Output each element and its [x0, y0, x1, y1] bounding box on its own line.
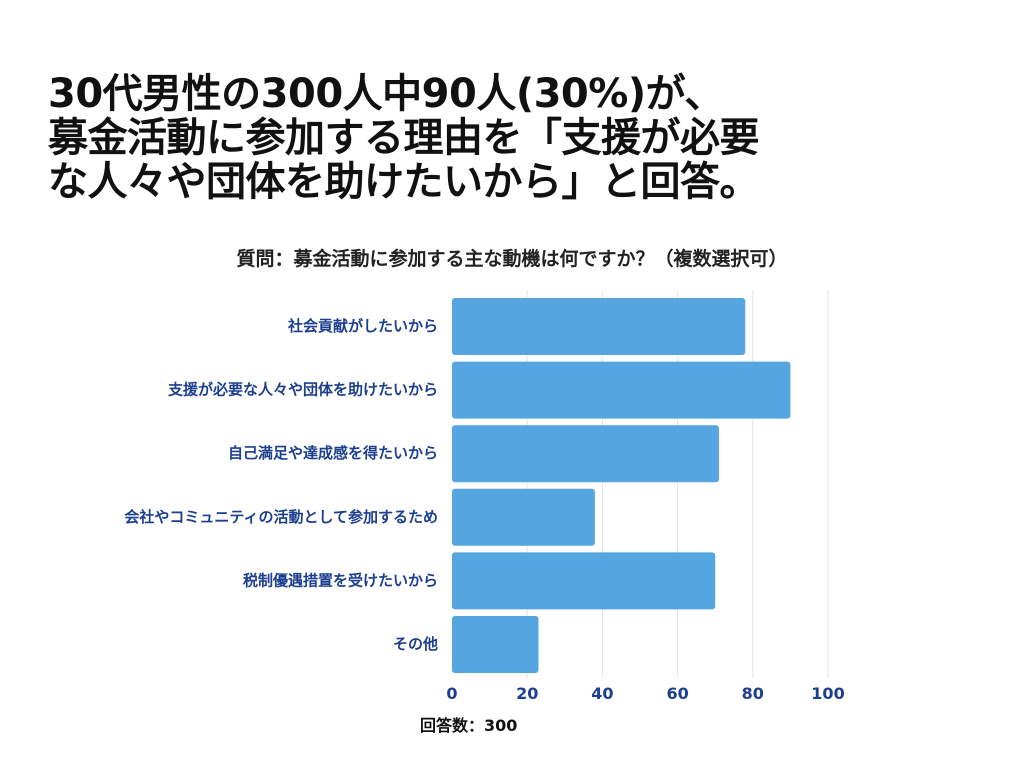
category-label: 自己満足や達成感を得たいから: [228, 444, 438, 462]
bar: [452, 425, 719, 483]
headline-line-1: 30代男性の300人中90人(30%)が、: [48, 71, 724, 117]
category-labels: 社会貢献がしたいから支援が必要な人々や団体を助けたいから自己満足や達成感を得たい…: [124, 317, 438, 653]
category-label: 会社やコミュニティの活動として参加するため: [124, 508, 438, 526]
category-label: 社会貢献がしたいから: [287, 317, 438, 335]
respondent-count: 回答数：300: [420, 716, 518, 735]
x-tick-label: 60: [666, 684, 688, 703]
x-tick-label: 80: [742, 684, 764, 703]
bar: [452, 552, 716, 610]
headline-line-3: な人々や団体を助けたいから」と回答。: [48, 159, 760, 205]
headline-line-2: 募金活動に参加する理由を「支援が必要: [48, 115, 760, 161]
bar: [452, 298, 746, 355]
category-label: 支援が必要な人々や団体を助けたいから: [167, 381, 438, 399]
x-tick-label: 40: [591, 684, 613, 703]
x-tick-label: 100: [811, 684, 844, 703]
x-axis-tick-labels: 0 20 40 60 80 100: [446, 684, 844, 703]
category-label: その他: [393, 635, 438, 653]
bar: [452, 361, 791, 419]
category-label: 税制優遇措置を受けたいから: [243, 571, 438, 589]
x-tick-label: 20: [516, 684, 538, 703]
bars: [452, 298, 791, 673]
headline: 30代男性の300人中90人(30%)が、 募金活動に参加する理由を「支援が必要…: [48, 72, 1008, 204]
x-tick-label: 0: [446, 684, 457, 703]
chart-title: 質問：募金活動に参加する主な動機は何ですか？（複数選択可）: [236, 248, 788, 270]
bar: [452, 488, 595, 546]
bar: [452, 616, 539, 673]
